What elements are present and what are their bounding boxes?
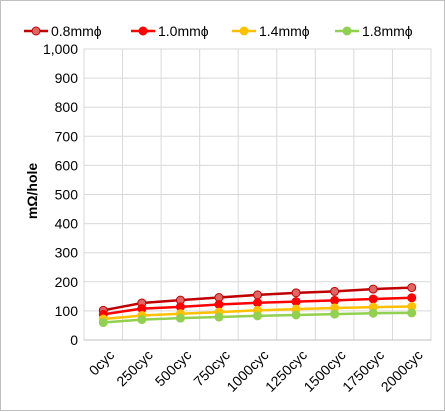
- data-point: [407, 308, 417, 318]
- x-tick-label: 1250cyc: [262, 347, 310, 395]
- y-tick-label: 0: [70, 332, 78, 348]
- data-point: [253, 290, 262, 300]
- legend-item: 1.0mmϕ: [131, 23, 209, 39]
- data-point: [330, 309, 340, 319]
- x-tick-label: 500cyc: [152, 347, 195, 390]
- data-point: [291, 297, 301, 307]
- data-point: [98, 318, 108, 328]
- legend: 0.8mmϕ 1.0mmϕ 1.4mmϕ 1.8mmϕ: [24, 23, 413, 39]
- y-tick-label: 200: [55, 274, 79, 290]
- legend-swatch-marker: [31, 26, 41, 36]
- legend-swatch-marker: [138, 26, 148, 36]
- x-tick-label: 0cyc: [86, 347, 118, 379]
- data-point: [214, 312, 224, 322]
- data-point: [214, 299, 224, 309]
- y-axis-title: mΩ/hole: [24, 163, 40, 220]
- x-tick-label: 1500cyc: [300, 347, 348, 395]
- x-axis-ticks: 0cyc250cyc500cyc750cyc1000cyc1250cyc1500…: [86, 347, 426, 395]
- data-point: [368, 308, 378, 318]
- y-tick-label: 300: [55, 245, 79, 261]
- y-tick-label: 900: [55, 70, 79, 86]
- y-tick-label: 600: [55, 157, 79, 173]
- x-tick-label: 250cyc: [113, 347, 156, 390]
- data-point: [137, 315, 147, 325]
- legend-item: 1.8mmϕ: [335, 23, 413, 39]
- gridlines: [83, 48, 432, 341]
- legend-item: 1.4mmϕ: [232, 23, 310, 39]
- x-tick-label: 1000cyc: [223, 347, 271, 395]
- data-point: [368, 284, 378, 294]
- y-tick-label: 1,000: [43, 41, 78, 57]
- data-point: [330, 295, 340, 305]
- data-point: [253, 298, 262, 308]
- data-point: [291, 288, 301, 298]
- legend-swatch-marker: [239, 26, 249, 36]
- x-tick-label: 1750cyc: [339, 347, 387, 395]
- data-point: [253, 311, 262, 321]
- series-4: [98, 308, 417, 328]
- legend-label: 1.0mmϕ: [158, 23, 209, 39]
- legend-label: 0.8mmϕ: [51, 23, 102, 39]
- y-tick-label: 100: [55, 303, 79, 319]
- legend-item: 0.8mmϕ: [24, 23, 102, 39]
- legend-swatch-marker: [342, 26, 352, 36]
- data-point: [175, 313, 185, 323]
- y-tick-label: 800: [55, 99, 79, 115]
- x-tick-label: 2000cyc: [378, 347, 426, 395]
- legend-label: 1.8mmϕ: [362, 23, 413, 39]
- data-point: [407, 293, 417, 303]
- y-tick-label: 400: [55, 216, 79, 232]
- y-tick-label: 500: [55, 187, 79, 203]
- data-point: [368, 294, 378, 304]
- series-layer: [98, 283, 417, 328]
- y-axis-ticks: 0 100 200 300 400 500 600 700 800 900 1,000: [43, 41, 78, 348]
- data-point: [407, 283, 417, 293]
- data-point: [330, 286, 340, 296]
- y-tick-label: 700: [55, 128, 79, 144]
- legend-label: 1.4mmϕ: [259, 23, 310, 39]
- data-point: [291, 310, 301, 320]
